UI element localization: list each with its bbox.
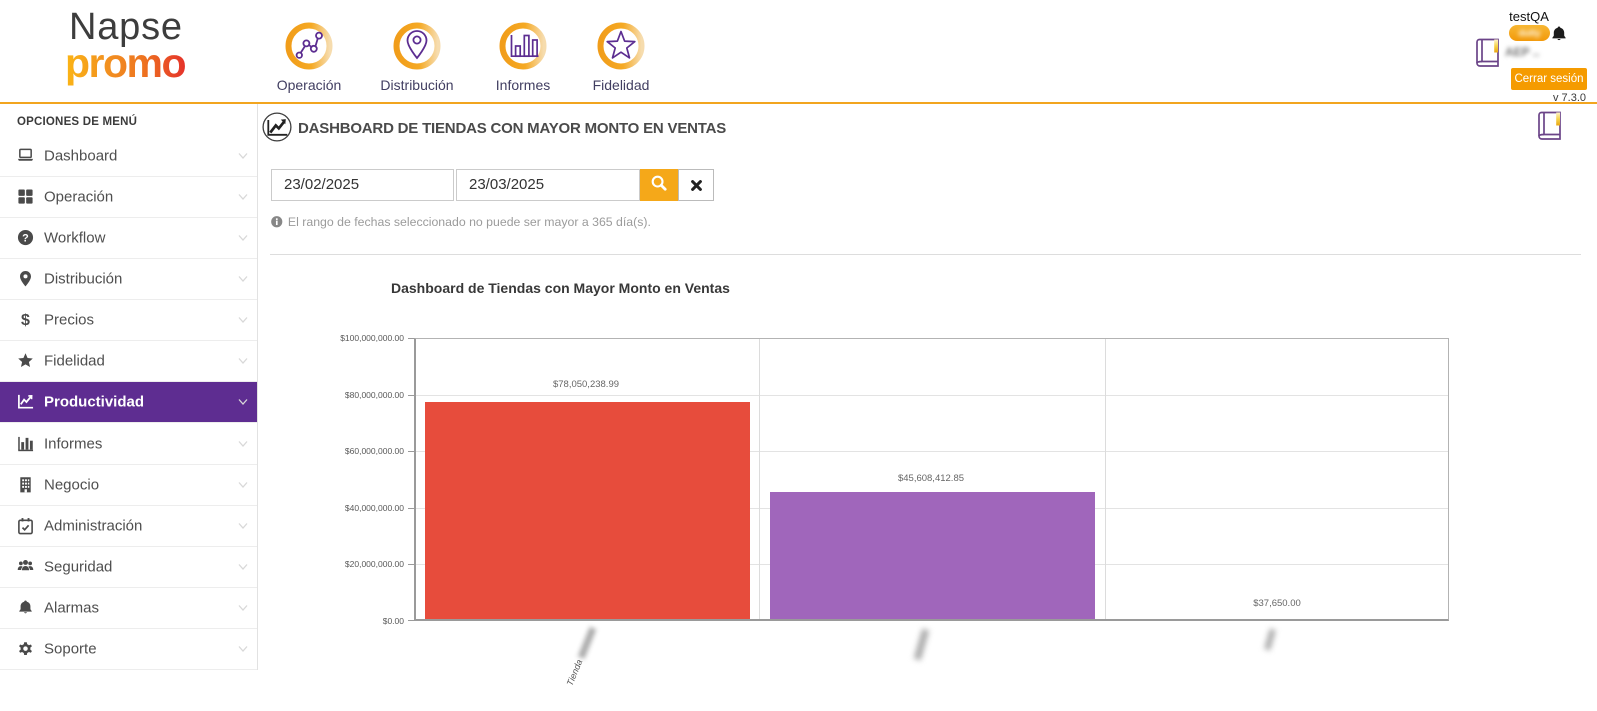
svg-text:?: ? [22, 233, 29, 245]
svg-text:$: $ [21, 312, 30, 329]
